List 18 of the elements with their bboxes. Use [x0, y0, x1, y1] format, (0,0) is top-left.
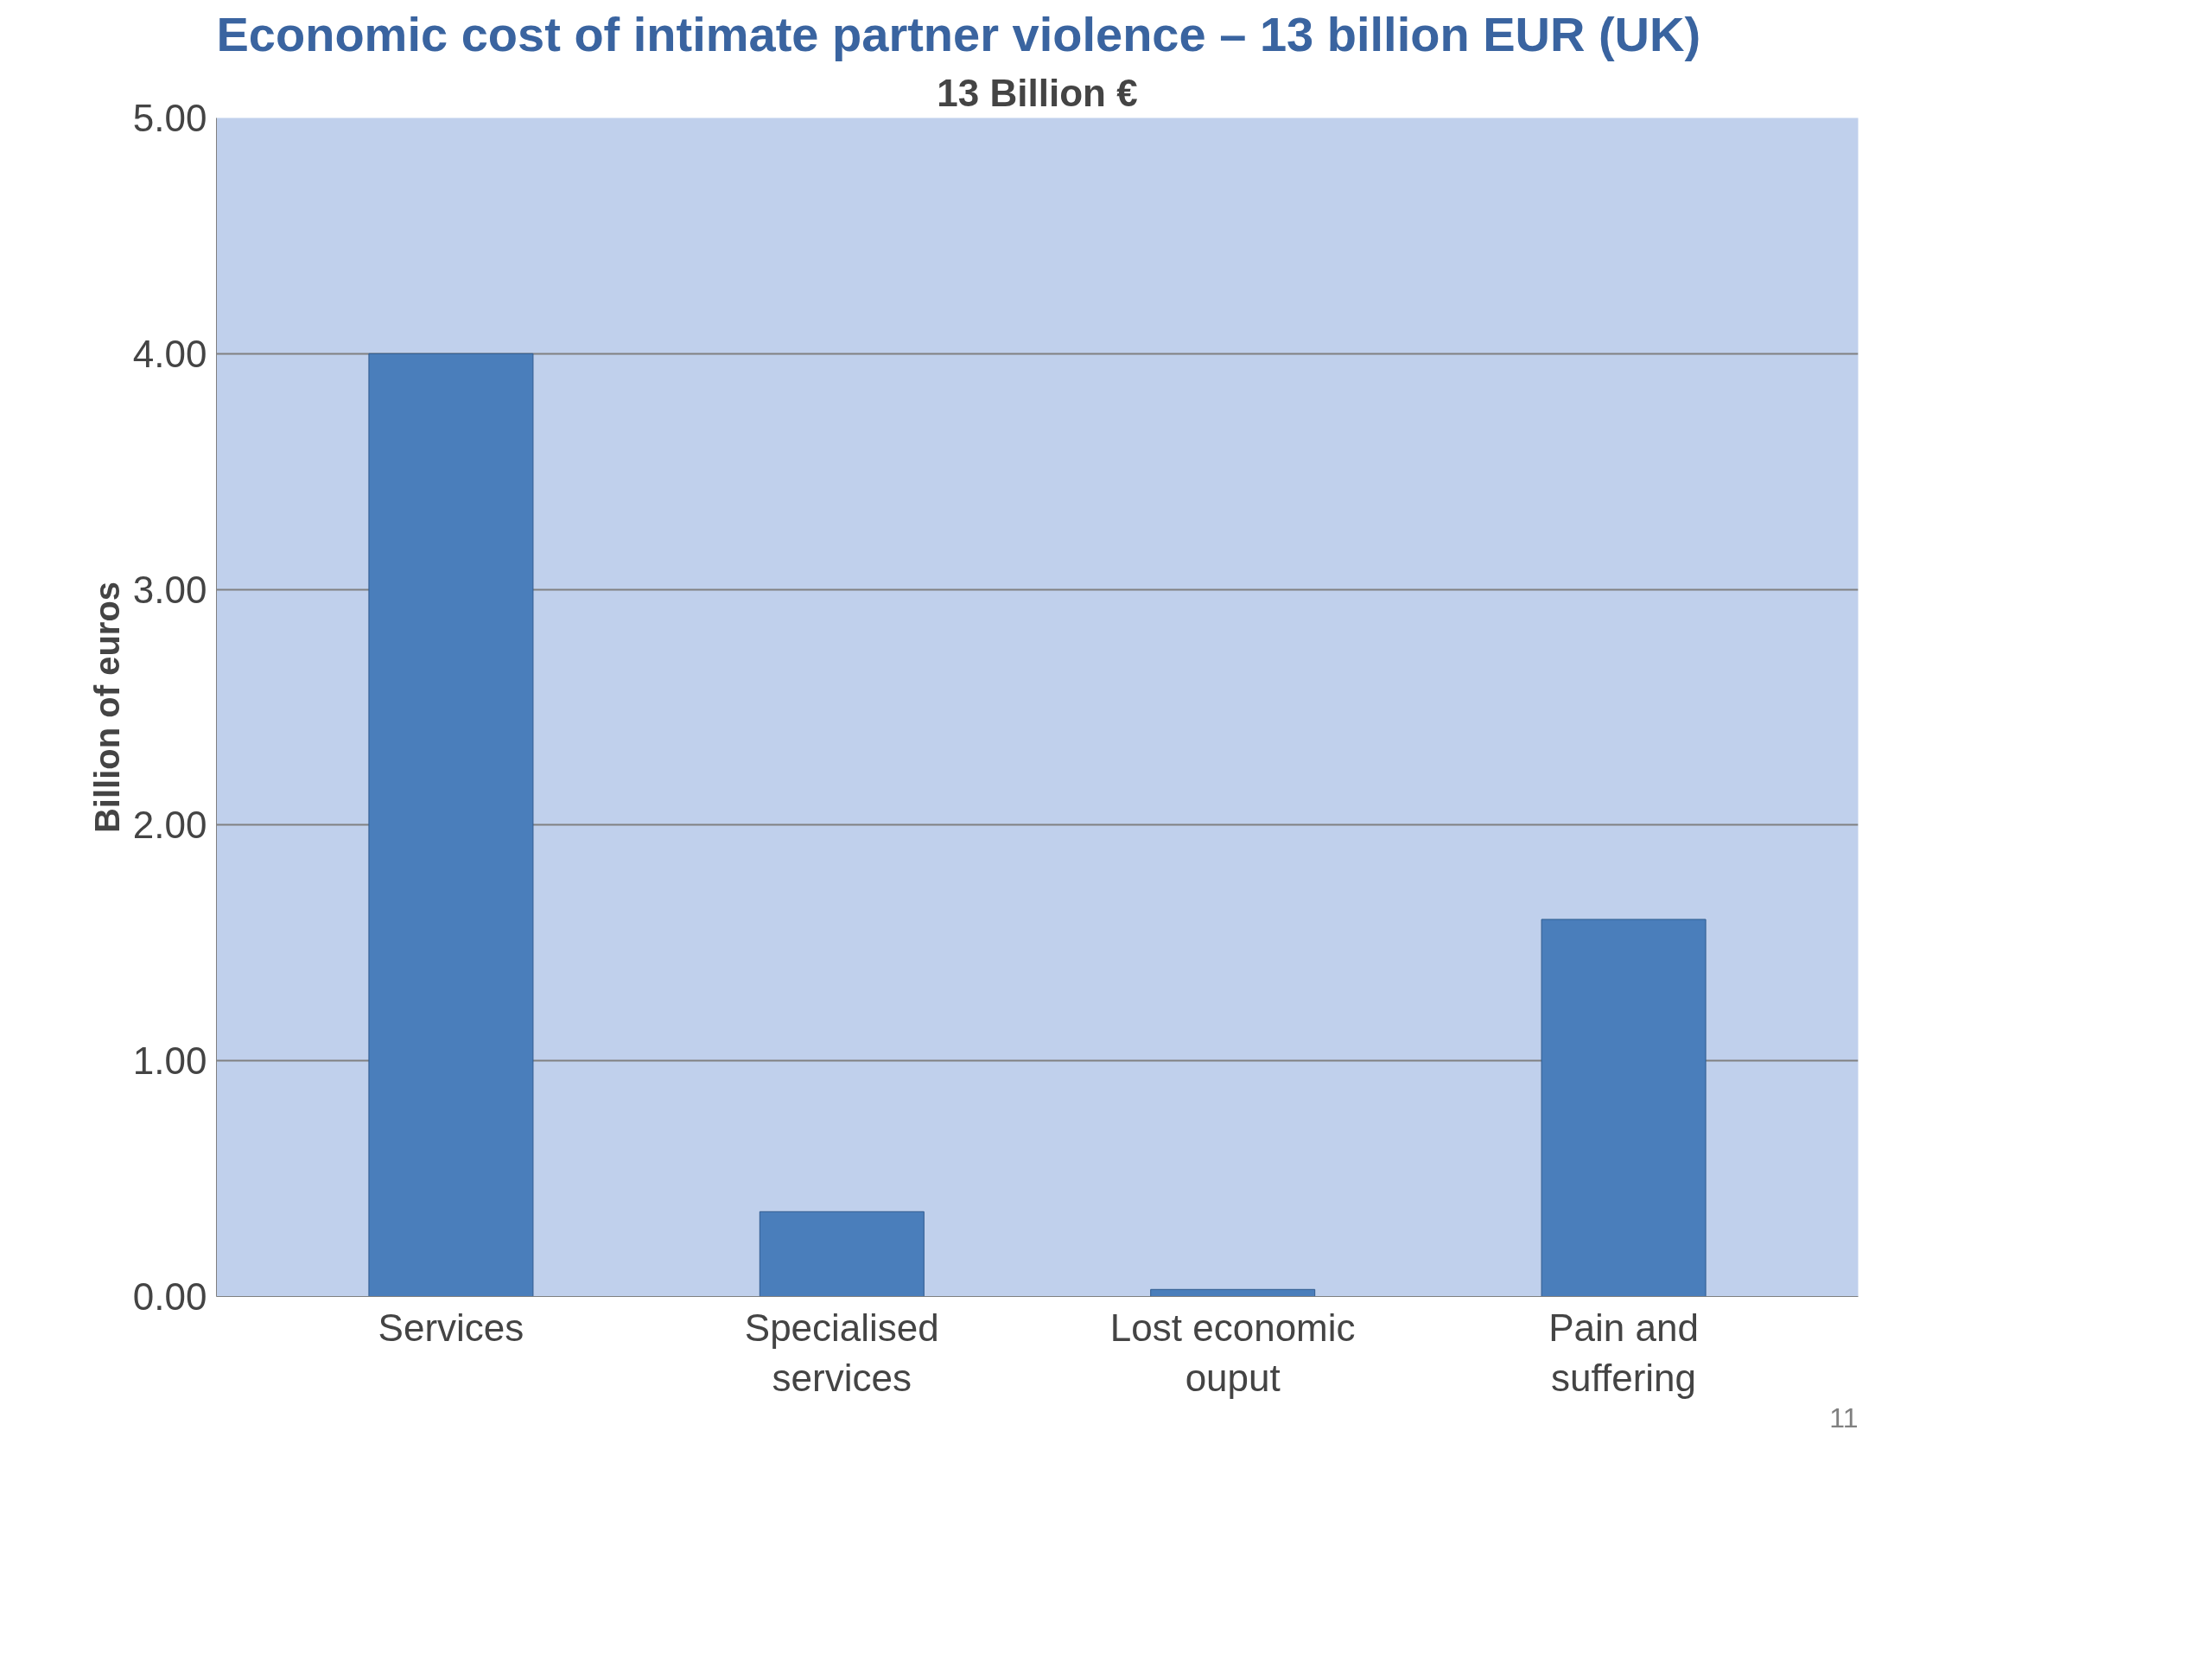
bar [368, 353, 534, 1297]
x-tick-label: Pain and suffering [1548, 1306, 1699, 1400]
text: 11 [1829, 1402, 1859, 1433]
y-tick-label: 3.00 [132, 568, 207, 611]
y-tick-label: 5.00 [132, 97, 207, 139]
chart-subtitle: 13 Billion € [937, 71, 1138, 114]
y-tick-label: 0.00 [132, 1275, 207, 1318]
x-tick-label: Lost economic ouput [1109, 1306, 1356, 1400]
y-tick-label: 4.00 [132, 332, 207, 375]
y-tick-label: 2.00 [132, 804, 207, 847]
bar [759, 1211, 925, 1297]
y-tick-label: 1.00 [132, 1039, 207, 1083]
bar [1541, 918, 1707, 1297]
x-tick-label: Specialised services [744, 1306, 939, 1400]
x-tick-label: Services [378, 1306, 524, 1349]
chart-title: Economic cost of intimate partner violence – 13 billion EUR (UK) [216, 6, 1701, 61]
bar [1150, 1288, 1316, 1297]
y-axis-title: Billion of euros [87, 581, 126, 834]
